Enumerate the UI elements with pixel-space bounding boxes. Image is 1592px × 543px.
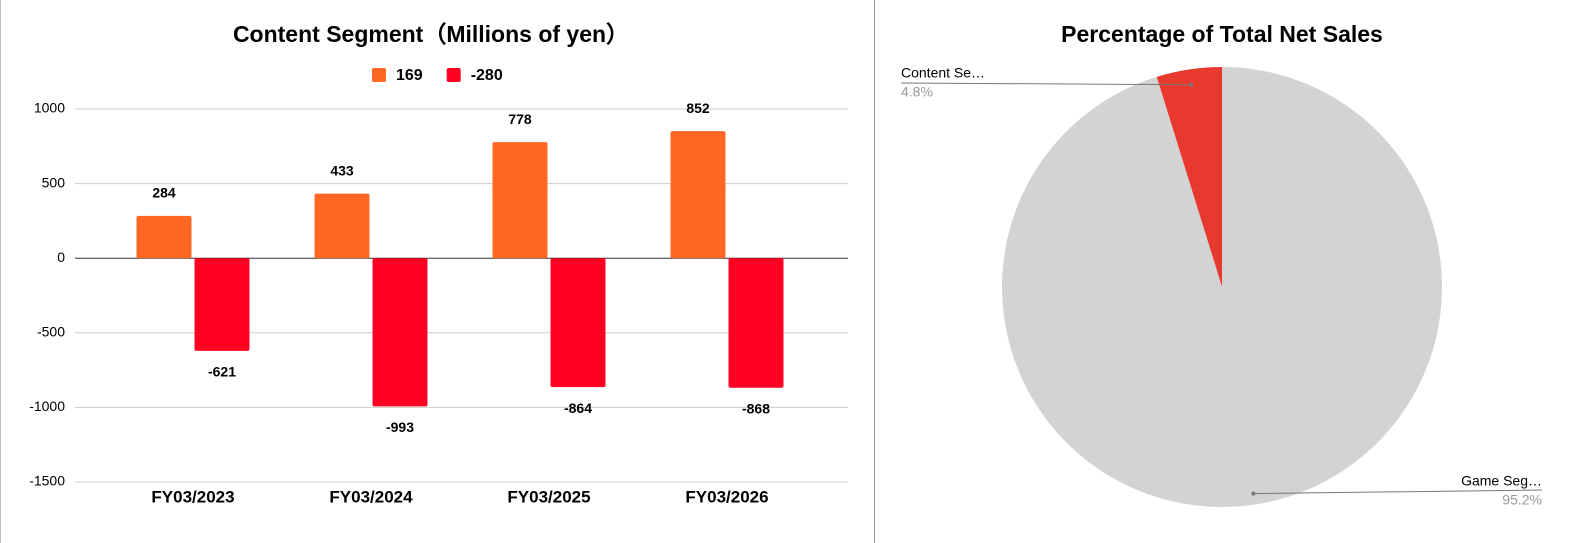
- data-label: -868: [742, 400, 770, 416]
- data-label: 284: [152, 185, 176, 201]
- legend-label: -280: [471, 67, 503, 84]
- pie-slice: [1156, 67, 1222, 287]
- leader-line: [1253, 489, 1543, 495]
- bar: [136, 215, 192, 259]
- y-tick-label: -1500: [29, 473, 65, 489]
- chart-title: Content Segment（Millions of yen）: [233, 21, 629, 47]
- bar: [372, 258, 428, 407]
- slice-value: 4.8%: [901, 84, 933, 100]
- bar: [728, 258, 784, 388]
- x-tick-label: FY03/2024: [329, 487, 413, 506]
- slice-label: Content Se…: [901, 65, 985, 81]
- y-tick-label: 0: [57, 249, 65, 265]
- y-tick-label: -500: [37, 324, 65, 340]
- slice-label: Game Seg…: [1461, 473, 1542, 489]
- bar: [670, 131, 726, 259]
- data-label: 778: [508, 111, 532, 127]
- y-tick-label: 1000: [34, 100, 65, 116]
- data-label: 433: [330, 162, 354, 178]
- chart-title: Percentage of Total Net Sales: [1061, 21, 1383, 47]
- slice-value: 95.2%: [1502, 492, 1542, 508]
- legend-label: 169: [396, 67, 423, 84]
- data-label: -864: [564, 400, 592, 416]
- bar: [194, 258, 250, 351]
- leader-line: [900, 82, 1192, 86]
- x-tick-label: FY03/2026: [685, 487, 768, 506]
- bar: [314, 193, 370, 259]
- data-label: -993: [386, 419, 414, 435]
- x-tick-label: FY03/2025: [507, 487, 590, 506]
- pie-slice: [1002, 67, 1442, 507]
- legend-swatch: [446, 68, 461, 82]
- x-tick-label: FY03/2023: [151, 487, 234, 506]
- bar: [492, 142, 548, 259]
- bar: [550, 258, 606, 388]
- legend-swatch: [372, 68, 386, 82]
- y-tick-label: 500: [42, 174, 66, 190]
- data-label: -621: [208, 364, 236, 380]
- y-tick-label: -1000: [29, 398, 65, 414]
- leader-dot: [1189, 82, 1194, 87]
- data-label: 852: [686, 100, 710, 116]
- leader-dot: [1251, 491, 1256, 496]
